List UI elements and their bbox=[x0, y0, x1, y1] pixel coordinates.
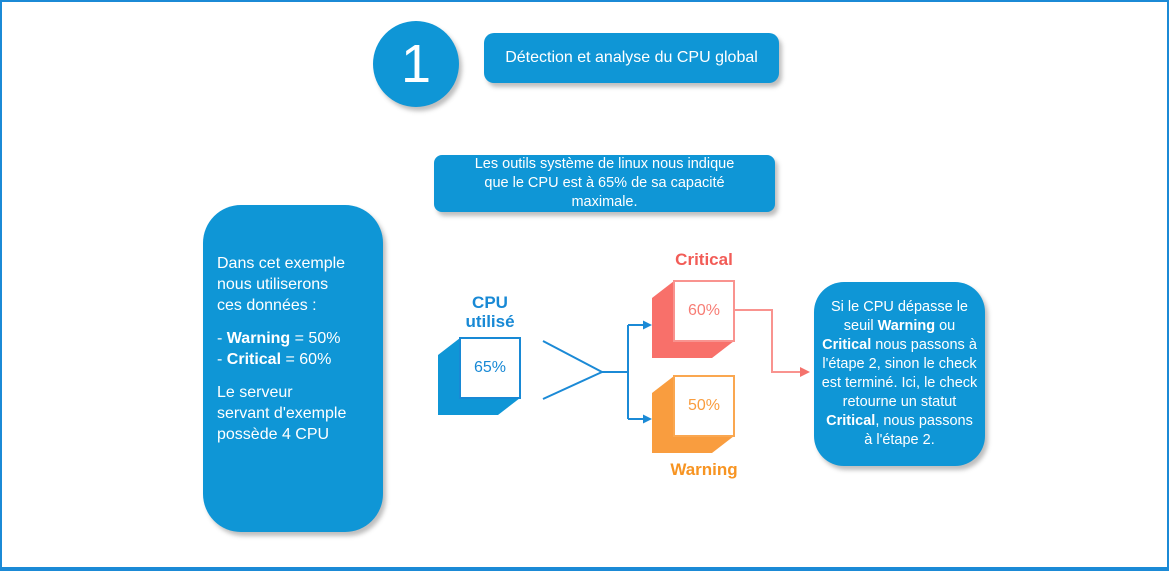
result-text: Si le CPU dépasse le seuil Warning ou Cr… bbox=[821, 299, 978, 448]
arrowhead-to-result bbox=[800, 367, 810, 377]
step-title: Détection et analyse du CPU global bbox=[505, 49, 758, 66]
cpu-cube-face bbox=[459, 337, 521, 399]
warning-value: 50% bbox=[687, 397, 721, 414]
warning-label: Warning bbox=[670, 460, 738, 479]
info-line-3: maximale. bbox=[571, 194, 638, 210]
cpu-used-label: CPU utilisé bbox=[435, 293, 545, 331]
step-title-box: Détection et analyse du CPU global bbox=[484, 33, 779, 83]
example-data-box: Dans cet exemple nous utiliserons ces do… bbox=[203, 205, 383, 532]
example-server: Le serveur servant d'exemple possède 4 C… bbox=[217, 382, 371, 445]
info-line-2: que le CPU est à 65% de sa capacité bbox=[484, 175, 725, 191]
warning-threshold-line: - Warning = 50% bbox=[217, 330, 341, 347]
branch-lines bbox=[542, 324, 644, 420]
cpu-value: 65% bbox=[473, 359, 507, 376]
example-server-line2: servant d'exemple bbox=[217, 405, 347, 422]
example-thresholds: - Warning = 50% - Critical = 60% bbox=[217, 328, 371, 370]
critical-threshold-node: 60% bbox=[648, 279, 738, 361]
example-server-line3: possède 4 CPU bbox=[217, 426, 330, 443]
example-intro: Dans cet exemple nous utiliserons ces do… bbox=[217, 253, 371, 316]
example-intro-line1: Dans cet exemple bbox=[217, 255, 346, 272]
warning-cube-shape bbox=[652, 375, 735, 453]
cpu-cube-shape bbox=[438, 337, 521, 415]
cpu-value-node: 65% bbox=[434, 336, 524, 418]
cpu-info-box: Les outils système de linux nous indique… bbox=[434, 155, 775, 212]
warning-cube-face bbox=[673, 375, 735, 437]
critical-threshold-line: - Critical = 60% bbox=[217, 351, 332, 368]
step-number-circle: 1 bbox=[373, 21, 459, 107]
cpu-used-label-line2: utilisé bbox=[465, 312, 515, 331]
critical-value: 60% bbox=[687, 302, 721, 319]
example-intro-line3: ces données : bbox=[217, 297, 317, 314]
critical-to-result-line bbox=[734, 309, 801, 373]
critical-label: Critical bbox=[675, 250, 733, 269]
example-intro-line2: nous utiliserons bbox=[217, 276, 329, 293]
merge-diagonals bbox=[542, 340, 603, 400]
result-box: Si le CPU dépasse le seuil Warning ou Cr… bbox=[814, 282, 985, 466]
cpu-used-label-line1: CPU bbox=[472, 293, 508, 312]
info-line-1: Les outils système de linux nous indique bbox=[474, 156, 735, 172]
step-number: 1 bbox=[400, 34, 432, 94]
example-server-line1: Le serveur bbox=[217, 384, 293, 401]
warning-threshold-node: 50% bbox=[648, 374, 738, 456]
